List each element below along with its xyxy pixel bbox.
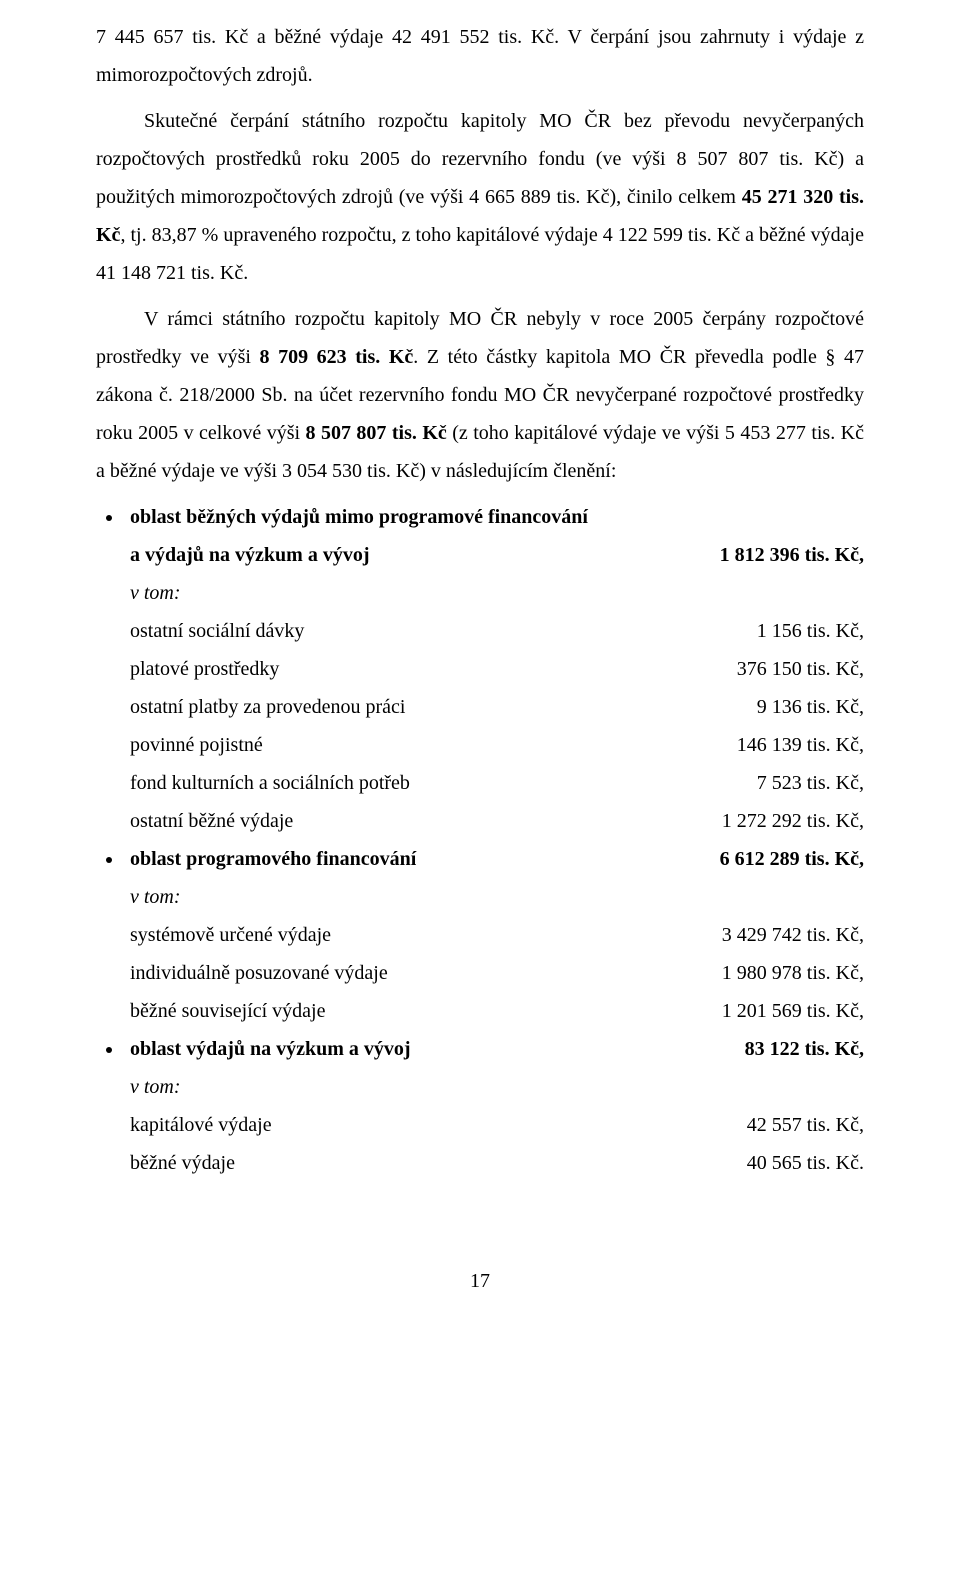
section-2: oblast programového financování 6 612 28… [124,840,864,1030]
p3-bold2: 8 507 807 tis. Kč [306,422,447,444]
section-1-header-line-2: a výdajů na výzkum a vývoj [130,536,720,574]
list-item: ostatní platby za provedenou práci 9 136… [130,688,864,726]
section-2-header: oblast programového financování [130,840,720,878]
section-3-header-value: 83 122 tis. Kč, [745,1030,864,1068]
section-3: oblast výdajů na výzkum a vývoj 83 122 t… [124,1030,864,1182]
item-label: ostatní sociální dávky [130,612,757,650]
item-value: 1 980 978 tis. Kč, [722,954,864,992]
list-item: běžné související výdaje 1 201 569 tis. … [130,992,864,1030]
list-item: individuálně posuzované výdaje 1 980 978… [130,954,864,992]
list-item: povinné pojistné 146 139 tis. Kč, [130,726,864,764]
section-1-header-line-1: oblast běžných výdajů mimo programové fi… [130,498,864,536]
item-label: individuálně posuzované výdaje [130,954,722,992]
item-label: ostatní běžné výdaje [130,802,722,840]
item-label: platové prostředky [130,650,737,688]
breakdown-list: oblast běžných výdajů mimo programové fi… [96,498,864,1182]
item-label: systémově určené výdaje [130,916,722,954]
paragraph-1: 7 445 657 tis. Kč a běžné výdaje 42 491 … [96,18,864,94]
page-number: 17 [96,1262,864,1300]
item-value: 376 150 tis. Kč, [737,650,864,688]
list-item: běžné výdaje 40 565 tis. Kč. [130,1144,864,1182]
section-2-header-value: 6 612 289 tis. Kč, [720,840,864,878]
section-3-vtom: v tom: [130,1068,864,1106]
item-value: 42 557 tis. Kč, [747,1106,864,1144]
item-value: 1 201 569 tis. Kč, [722,992,864,1030]
list-item: fond kulturních a sociálních potřeb 7 52… [130,764,864,802]
item-label: běžné související výdaje [130,992,722,1030]
p2-part2: , tj. 83,87 % upraveného rozpočtu, z toh… [96,224,864,284]
section-1-header-value: 1 812 396 tis. Kč, [720,536,864,574]
list-item: kapitálové výdaje 42 557 tis. Kč, [130,1106,864,1144]
item-label: kapitálové výdaje [130,1106,747,1144]
item-label: běžné výdaje [130,1144,747,1182]
section-2-vtom: v tom: [130,878,864,916]
item-label: ostatní platby za provedenou práci [130,688,757,726]
section-3-header: oblast výdajů na výzkum a vývoj [130,1030,745,1068]
item-value: 1 272 292 tis. Kč, [722,802,864,840]
paragraph-2: Skutečné čerpání státního rozpočtu kapit… [96,102,864,292]
item-value: 40 565 tis. Kč. [747,1144,864,1182]
item-label: fond kulturních a sociálních potřeb [130,764,757,802]
list-item: ostatní běžné výdaje 1 272 292 tis. Kč, [130,802,864,840]
item-value: 146 139 tis. Kč, [737,726,864,764]
paragraph-3: V rámci státního rozpočtu kapitoly MO ČR… [96,300,864,490]
section-1-vtom: v tom: [130,574,864,612]
item-value: 1 156 tis. Kč, [757,612,864,650]
item-value: 7 523 tis. Kč, [757,764,864,802]
item-label: povinné pojistné [130,726,737,764]
list-item: ostatní sociální dávky 1 156 tis. Kč, [130,612,864,650]
item-value: 9 136 tis. Kč, [757,688,864,726]
list-item: systémově určené výdaje 3 429 742 tis. K… [130,916,864,954]
p1-text: 7 445 657 tis. Kč a běžné výdaje 42 491 … [96,26,864,86]
list-item: platové prostředky 376 150 tis. Kč, [130,650,864,688]
item-value: 3 429 742 tis. Kč, [722,916,864,954]
p3-bold1: 8 709 623 tis. Kč [260,346,414,368]
section-1: oblast běžných výdajů mimo programové fi… [124,498,864,840]
